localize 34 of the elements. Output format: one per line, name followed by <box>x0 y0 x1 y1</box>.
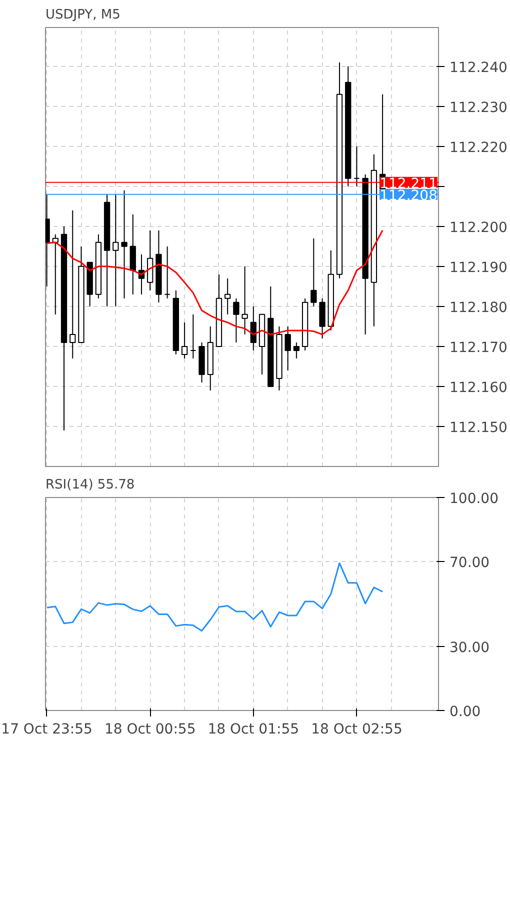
candlestick <box>181 322 188 359</box>
y-tick-label: 112.190 <box>450 260 508 276</box>
candlestick <box>242 266 248 335</box>
y-tick-label: 70.00 <box>450 554 490 571</box>
y-tick-label: 0.00 <box>450 704 481 720</box>
chart-title: RSI(14) 55.78 <box>46 478 135 492</box>
y-tick-label: 112.170 <box>450 340 508 356</box>
y-tick-label: 112.230 <box>450 100 508 116</box>
candlestick <box>250 306 256 351</box>
y-tick-label: 112.220 <box>450 140 508 156</box>
y-tick-label: 112.160 <box>450 380 508 396</box>
x-tick-label: 18 Oct 00:55 <box>104 722 196 738</box>
candlestick <box>233 298 240 343</box>
candlestick <box>70 210 76 359</box>
candlestick <box>284 326 291 371</box>
line-series <box>46 562 384 632</box>
y-tick-label: 112.180 <box>450 300 508 316</box>
candlestick <box>354 146 360 187</box>
candlestick <box>164 246 170 299</box>
candlestick <box>224 278 231 315</box>
x-tick-label: 17 Oct 23:55 <box>1 722 92 738</box>
candlestick <box>293 342 300 359</box>
candlestick <box>310 238 317 307</box>
y-tick-label: 112.150 <box>450 420 508 436</box>
y-tick-label: 112.240 <box>450 60 508 76</box>
y-tick-label: 30.00 <box>450 640 490 656</box>
candlestick <box>121 190 128 299</box>
candlestick <box>190 314 196 359</box>
chart-title: USDJPY, M5 <box>46 8 120 22</box>
y-tick-label: 100.00 <box>450 491 498 507</box>
x-tick-label: 18 Oct 01:55 <box>208 722 300 738</box>
y-tick-label: 112.200 <box>450 220 508 236</box>
candlestick <box>112 194 119 307</box>
x-tick-label: 18 Oct 02:55 <box>311 722 402 738</box>
